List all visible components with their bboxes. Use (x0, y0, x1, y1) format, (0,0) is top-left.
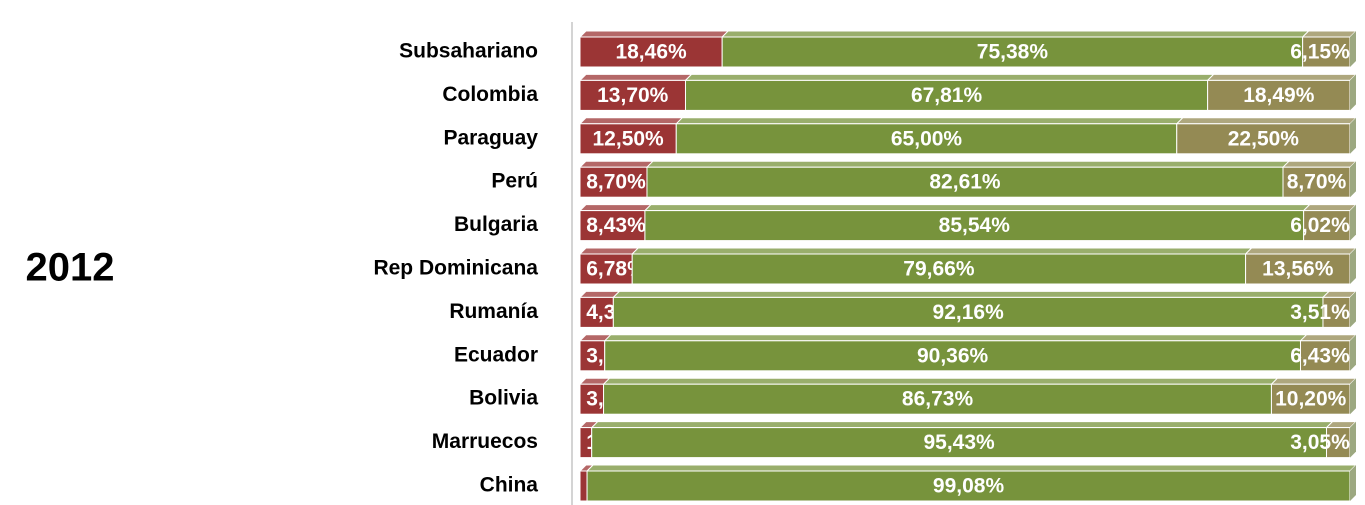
value-label: 6,78% (586, 258, 646, 281)
bar-top (1175, 117, 1358, 125)
bar (604, 340, 1301, 372)
value-label: 82,61% (929, 171, 1001, 194)
bar (1303, 210, 1351, 242)
bar-top (1302, 204, 1358, 212)
bar-top (1244, 247, 1358, 255)
category-label: Bolivia (469, 387, 538, 410)
value-label: 90,36% (917, 344, 989, 367)
bar-top (578, 73, 693, 81)
category-label: Perú (491, 170, 538, 193)
bar-top (1301, 30, 1358, 38)
bar-top (578, 290, 621, 298)
bar (579, 166, 648, 198)
bar-top (645, 160, 1291, 168)
bar-top (612, 290, 1331, 298)
value-label: 85,54% (939, 214, 1011, 237)
bar-top (585, 464, 1358, 472)
value-label: 86,73% (902, 388, 974, 411)
bar (579, 340, 606, 372)
bar-end (1350, 74, 1356, 111)
bar (1176, 123, 1351, 155)
year-label: 2012 (26, 246, 115, 290)
bar-top (578, 204, 653, 212)
bar-top (578, 247, 640, 255)
category-label: Ecuador (454, 343, 538, 366)
value-label: 8,43% (586, 214, 646, 237)
bar-top (630, 247, 1253, 255)
bar-top (684, 73, 1215, 81)
value-label: 3,05% (1290, 431, 1350, 454)
value-label: 75,38% (977, 41, 1049, 64)
bar (1207, 79, 1351, 111)
bar-end (1350, 291, 1356, 328)
bar (644, 210, 1305, 242)
bar (586, 470, 1351, 502)
bar-top (1281, 160, 1358, 168)
bar (591, 427, 1328, 459)
bar-end (1350, 465, 1356, 501)
value-label: 6,43% (1290, 344, 1350, 367)
category-label: Subsahariano (399, 40, 538, 63)
bar-end (1350, 161, 1356, 198)
value-label: 79,66% (903, 258, 975, 281)
bar (721, 36, 1304, 68)
category-label: Bulgaria (454, 213, 538, 236)
bar (1299, 340, 1351, 372)
bar (1302, 36, 1351, 68)
value-label: 3,51% (1290, 301, 1350, 324)
bar-end (1350, 31, 1356, 67)
bar-top (1299, 334, 1358, 342)
value-label: 65,00% (891, 127, 963, 150)
category-label: China (480, 474, 539, 497)
value-label: 92,16% (933, 301, 1005, 324)
value-label: 67,81% (911, 84, 983, 107)
bar-end (1350, 334, 1356, 371)
bar-top (720, 30, 1310, 38)
bar-top (603, 334, 1308, 342)
bar (1322, 296, 1351, 328)
bar-top (1270, 377, 1358, 385)
value-label: 8,70% (1287, 171, 1347, 194)
value-label: 6,02% (1290, 214, 1350, 237)
category-label: Rumanía (449, 300, 538, 323)
value-label: 13,70% (597, 84, 669, 107)
bar-end (1350, 117, 1356, 154)
bar (612, 296, 1324, 328)
bar-top (578, 160, 655, 168)
bar (579, 210, 646, 242)
bar-end (1350, 248, 1356, 284)
category-label: Rep Dominicana (373, 257, 538, 280)
value-label: 8,70% (586, 171, 646, 194)
bar (579, 253, 633, 285)
bar-top (643, 204, 1311, 212)
value-label: 6,15% (1290, 41, 1350, 64)
bar (603, 383, 1272, 415)
bar (1245, 253, 1351, 285)
bar-top (590, 421, 1334, 429)
bar-top (1206, 73, 1358, 81)
value-label: 18,49% (1243, 84, 1315, 107)
bar-top (675, 117, 1184, 125)
bar-end (1350, 204, 1356, 241)
value-label: 13,56% (1262, 258, 1334, 281)
bar (631, 253, 1247, 285)
value-label: 18,46% (615, 41, 687, 64)
category-label: Marruecos (432, 430, 538, 453)
bar-top (602, 377, 1279, 385)
bar (646, 166, 1284, 198)
bar-end (1350, 421, 1356, 458)
value-label: 10,20% (1275, 388, 1347, 411)
category-label: Colombia (442, 83, 538, 106)
category-label: Paraguay (443, 126, 538, 149)
bar-end (1350, 378, 1356, 415)
value-label: 95,43% (923, 431, 995, 454)
value-label: 22,50% (1228, 127, 1300, 150)
value-label: 99,08% (933, 475, 1005, 498)
bar (1270, 383, 1351, 415)
bar-top (578, 30, 730, 38)
bar-top (578, 117, 684, 125)
value-label: 12,50% (593, 127, 665, 150)
